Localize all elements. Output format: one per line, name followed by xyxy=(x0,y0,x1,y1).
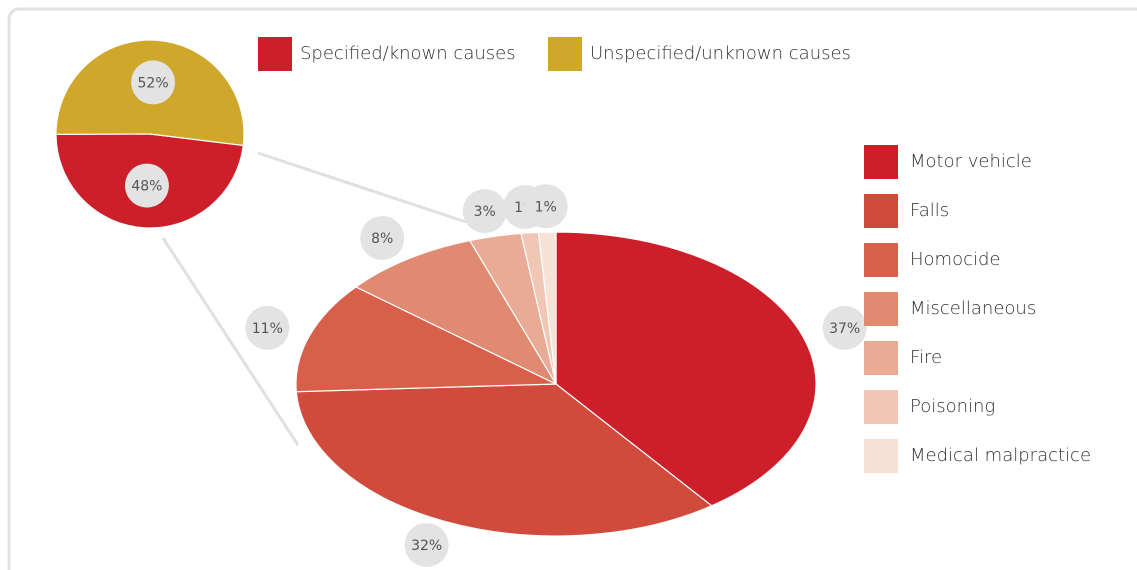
connector xyxy=(257,151,467,224)
legend-swatch xyxy=(864,292,898,326)
pie-slice xyxy=(537,231,557,385)
pie-slice xyxy=(295,383,713,537)
data-label: 52% xyxy=(138,75,169,91)
label-bubble xyxy=(245,305,290,350)
legend-label: Falls xyxy=(910,200,949,221)
data-label: 32% xyxy=(411,538,442,554)
legend-label: Specified/known causes xyxy=(300,43,516,64)
data-label: 8% xyxy=(371,231,393,247)
data-label: 3% xyxy=(474,204,496,220)
label-bubble xyxy=(360,216,405,261)
legend-label: Motor vehicle xyxy=(910,151,1032,172)
label-bubble xyxy=(124,163,169,208)
legend-label: Poisoning xyxy=(910,396,995,417)
legend-swatch xyxy=(258,37,292,71)
legend-swatch xyxy=(864,243,898,277)
label-bubble xyxy=(404,522,449,567)
data-label: 48% xyxy=(131,179,162,195)
legend-swatch xyxy=(548,37,582,71)
label-bubble xyxy=(523,184,568,229)
legend-label: Homocide xyxy=(910,249,1001,270)
pie-slice xyxy=(295,286,557,393)
legend-label: Miscellaneous xyxy=(910,298,1036,319)
legend-swatch xyxy=(864,194,898,228)
legend-label: Unspecified/unknown causes xyxy=(590,43,851,64)
label-bubble xyxy=(822,305,867,350)
legend-swatch xyxy=(864,341,898,375)
legend-swatch xyxy=(864,145,898,179)
data-label: 1% xyxy=(535,199,557,215)
connector xyxy=(161,237,300,446)
legend-swatch xyxy=(864,439,898,473)
label-bubble xyxy=(462,189,507,234)
legend-swatch xyxy=(864,390,898,424)
data-label: 11% xyxy=(252,321,283,337)
pie-slice xyxy=(354,239,558,386)
data-label: 37% xyxy=(829,321,860,337)
legend-label: Fire xyxy=(910,347,942,368)
label-bubble xyxy=(131,60,176,105)
pie-slice xyxy=(555,231,817,507)
legend-label: Medical malpractice xyxy=(910,445,1091,466)
